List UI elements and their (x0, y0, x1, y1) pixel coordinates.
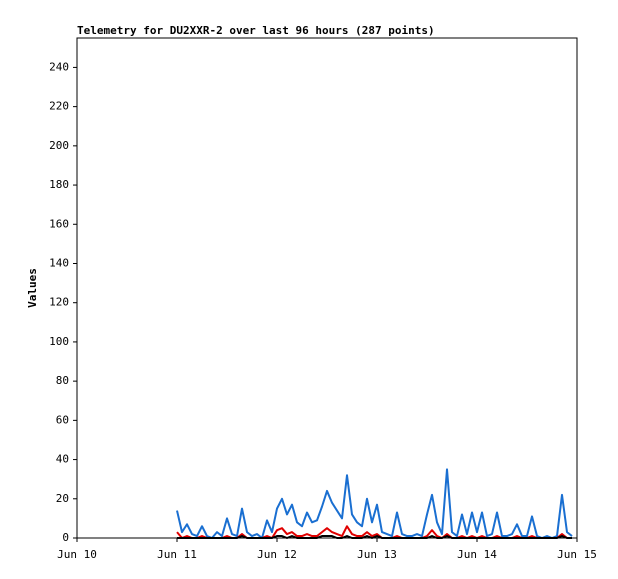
x-tick-label: Jun 13 (357, 548, 397, 561)
y-tick-label: 240 (49, 60, 69, 73)
y-tick-label: 140 (49, 256, 69, 269)
x-tick-label: Jun 14 (457, 548, 497, 561)
chart-title: Telemetry for DU2XXR-2 over last 96 hour… (77, 24, 435, 37)
y-tick-label: 100 (49, 335, 69, 348)
y-tick-label: 40 (56, 453, 69, 466)
x-tick-label: Jun 12 (257, 548, 297, 561)
y-tick-label: 180 (49, 178, 69, 191)
y-tick-label: 20 (56, 492, 69, 505)
y-tick-label: 0 (62, 531, 69, 544)
y-tick-label: 200 (49, 139, 69, 152)
x-tick-label: Jun 15 (557, 548, 597, 561)
x-tick-label: Jun 10 (57, 548, 97, 561)
plot-frame (76, 37, 578, 539)
x-tick-label: Jun 11 (157, 548, 197, 561)
y-tick-label: 80 (56, 374, 69, 387)
data-line (177, 535, 572, 539)
data-line (176, 468, 573, 539)
y-tick-label: 120 (49, 296, 69, 309)
y-tick-label: 220 (49, 100, 69, 113)
y-axis-label: Values (26, 268, 39, 308)
y-tick-label: 60 (56, 413, 69, 426)
y-tick-label: 160 (49, 217, 69, 230)
